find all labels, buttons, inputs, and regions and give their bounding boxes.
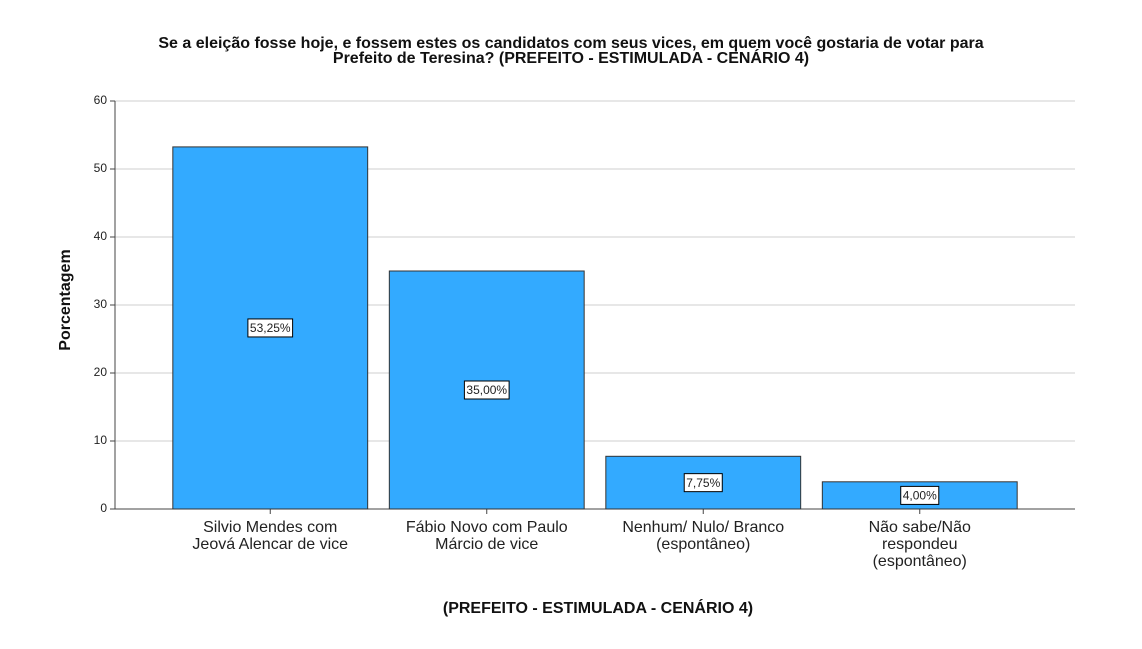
chart-title: Se a eleição fosse hoje, e fossem estes …: [158, 35, 984, 67]
value-label-box: [683, 473, 723, 493]
value-label: 35,00%: [466, 383, 507, 397]
y-tick-label: 10: [94, 433, 108, 447]
x-tick-label: Fábio Novo com Paulo Márcio de vice: [405, 519, 568, 553]
x-tick-label: Nenhum/ Nulo/ Branco (espontâneo): [622, 519, 785, 553]
value-label: 4,00%: [903, 489, 937, 503]
value-label-box: [463, 380, 510, 400]
value-label-box: [900, 485, 940, 505]
x-axis-label: (PREFEITO - ESTIMULADA - CENÁRIO 4): [442, 600, 754, 617]
value-label-box: [247, 318, 294, 338]
bar: [605, 455, 802, 510]
y-axis-label: Porcentagem: [57, 249, 74, 351]
value-label: 7,75%: [686, 476, 720, 490]
y-tick-label: 30: [94, 297, 108, 311]
y-tick-label: 40: [94, 229, 108, 243]
y-tick-label: 50: [94, 161, 108, 175]
value-label: 53,25%: [250, 321, 291, 335]
x-tick-label: Não sabe/Não respondeu (espontâneo): [868, 519, 971, 570]
x-tick-label: Silvio Mendes com Jeová Alencar de vice: [192, 519, 349, 553]
y-tick-label: 20: [94, 365, 108, 379]
y-tick-label: 0: [100, 501, 107, 515]
y-tick-label: 60: [94, 93, 108, 107]
